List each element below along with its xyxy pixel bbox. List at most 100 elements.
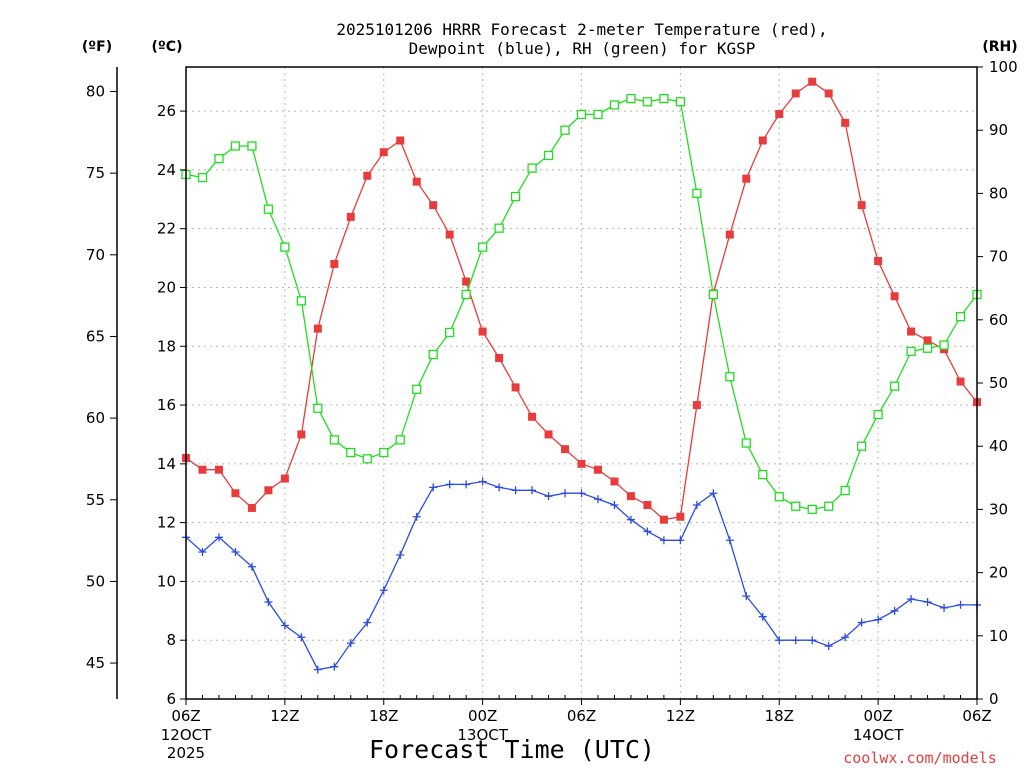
dewpoint-point [791, 636, 800, 645]
dewpoint-point [462, 480, 471, 489]
2-meter-temperature-point [429, 201, 438, 210]
dewpoint-point [610, 500, 619, 509]
2-meter-temperature-point [280, 474, 289, 483]
x-tick-label: 06Z [962, 707, 991, 725]
fahrenheit-tick-label: 75 [86, 164, 105, 182]
2-meter-temperature-point [725, 230, 734, 239]
2-meter-temperature-point [626, 492, 635, 501]
plot-frame [185, 66, 978, 700]
relative-humidity-point [214, 153, 224, 164]
2-meter-temperature-point [577, 459, 586, 468]
rh-tick-label: 90 [989, 121, 1008, 139]
rh-tick-label: 80 [989, 184, 1008, 202]
2-meter-temperature-point [544, 430, 553, 439]
dewpoint-point [198, 548, 207, 557]
dewpoint-point [495, 483, 504, 492]
x-tick-label: 12Z [270, 707, 299, 725]
2-meter-temperature-point [890, 292, 899, 301]
rh-tick-label: 10 [989, 627, 1008, 645]
dewpoint-point [742, 592, 751, 601]
dewpoint-point [659, 536, 668, 545]
x-tick-date-label: 13OCT [457, 726, 508, 744]
2-meter-temperature-point [561, 445, 570, 454]
2-meter-temperature-point [874, 257, 883, 266]
relative-humidity-point [576, 109, 587, 120]
relative-humidity-point [593, 109, 603, 120]
relative-humidity-point [560, 125, 570, 135]
celsius-tick-label: 14 [157, 455, 176, 473]
rh-tick-label: 0 [989, 690, 999, 708]
dewpoint-point [676, 536, 685, 545]
2-meter-temperature-point [643, 500, 652, 509]
x-tick-date-label: 12OCT [161, 726, 212, 744]
relative-humidity-point [791, 501, 801, 511]
relative-humidity-point [922, 343, 933, 353]
dewpoint-point [280, 621, 289, 630]
relative-humidity-point [477, 242, 488, 252]
dewpoint-point [544, 492, 553, 501]
relative-humidity-point [197, 172, 208, 183]
dewpoint-point [808, 636, 817, 645]
rh-tick-label: 40 [989, 437, 1008, 455]
fahrenheit-tick-label: 70 [86, 246, 105, 264]
dewpoint-point [758, 612, 767, 621]
relative-humidity-point [609, 100, 620, 110]
2-meter-temperature-point [330, 259, 339, 268]
relative-humidity-point [461, 289, 471, 300]
relative-humidity-point [725, 372, 735, 382]
fahrenheit-tick-label: 65 [86, 327, 105, 345]
2-meter-temperature-point [198, 465, 207, 474]
relative-humidity-point [494, 223, 504, 233]
dewpoint-point [956, 600, 965, 609]
relative-humidity-point [824, 501, 834, 511]
relative-humidity-point [543, 150, 554, 161]
fahrenheit-tick-label: 80 [86, 82, 105, 100]
unit-rh-label: (RH) [982, 39, 1017, 55]
2-meter-temperature-point [297, 430, 306, 439]
dewpoint-point [396, 550, 405, 559]
rh-tick-label: 20 [989, 564, 1008, 582]
relative-humidity-point [230, 141, 241, 151]
2-meter-temperature-point [907, 327, 916, 336]
fahrenheit-tick-label: 50 [86, 572, 105, 590]
dewpoint-point [528, 486, 537, 495]
dewpoint-point [330, 662, 339, 671]
x-tick-date-label: 14OCT [853, 726, 904, 744]
rh-tick-label: 100 [989, 58, 1018, 76]
2-meter-temperature-point [363, 171, 372, 180]
dewpoint-point [907, 595, 916, 604]
2-meter-temperature-point [857, 201, 866, 210]
relative-humidity-point [346, 447, 356, 458]
2-meter-temperature-point [445, 230, 454, 239]
rh-tick-label: 30 [989, 500, 1008, 518]
dewpoint-point [577, 489, 586, 498]
rh-tick-label: 70 [989, 248, 1008, 266]
x-tick-label: 00Z [863, 707, 892, 725]
2-meter-temperature-point [264, 486, 273, 495]
2-meter-temperature-series [182, 77, 981, 524]
2-meter-temperature-point [659, 515, 668, 524]
rh-tick-label: 50 [989, 374, 1008, 392]
relative-humidity-point [263, 204, 274, 214]
relative-humidity-point [774, 492, 784, 502]
dewpoint-point [379, 586, 388, 595]
dewpoint-point [626, 515, 635, 524]
relative-humidity-point [856, 441, 867, 451]
dewpoint-point [923, 597, 932, 606]
fahrenheit-tick-label: 45 [86, 654, 105, 672]
2-meter-temperature-point [923, 336, 932, 345]
2-meter-temperature-point [528, 412, 537, 421]
x-tick-label: 18Z [369, 707, 398, 725]
dewpoint-point [412, 512, 421, 521]
x-axis-title: Forecast Time (UTC) [369, 735, 655, 764]
relative-humidity-point [280, 242, 290, 252]
relative-humidity-point [939, 340, 949, 350]
2-meter-temperature-point [511, 383, 520, 392]
2-meter-temperature-point [478, 327, 487, 336]
2-meter-temperature-point [742, 174, 751, 183]
2-meter-temperature-point [346, 212, 355, 221]
x-tick-label: 12Z [666, 707, 695, 725]
2-meter-temperature-point [775, 110, 784, 119]
celsius-tick-label: 22 [157, 220, 176, 238]
